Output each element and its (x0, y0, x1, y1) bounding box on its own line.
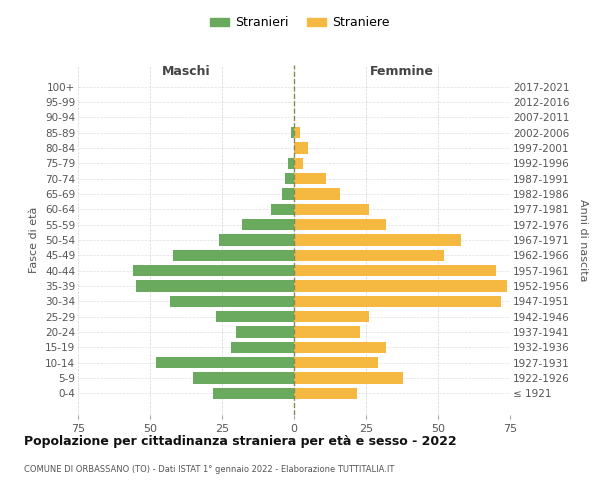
Text: COMUNE DI ORBASSANO (TO) - Dati ISTAT 1° gennaio 2022 - Elaborazione TUTTITALIA.: COMUNE DI ORBASSANO (TO) - Dati ISTAT 1°… (24, 465, 394, 474)
Bar (242, 219, 294, 230)
Bar (294, 280, 507, 292)
Bar (294, 326, 360, 338)
Bar (291, 127, 294, 138)
Bar (294, 388, 358, 399)
Bar (219, 234, 294, 246)
Bar (294, 265, 496, 276)
Bar (294, 127, 300, 138)
Bar (193, 372, 294, 384)
Y-axis label: Anni di nascita: Anni di nascita (578, 198, 588, 281)
Legend: Stranieri, Straniere: Stranieri, Straniere (205, 11, 395, 34)
Bar (294, 142, 308, 154)
Bar (236, 326, 294, 338)
Text: Popolazione per cittadinanza straniera per età e sesso - 2022: Popolazione per cittadinanza straniera p… (24, 435, 457, 448)
Bar (283, 188, 294, 200)
Bar (294, 357, 377, 368)
Bar (286, 173, 294, 184)
Bar (294, 173, 326, 184)
Bar (156, 357, 294, 368)
Bar (294, 158, 302, 169)
Bar (294, 219, 386, 230)
Bar (294, 342, 386, 353)
Bar (294, 234, 461, 246)
Bar (294, 372, 403, 384)
Bar (294, 311, 369, 322)
Bar (136, 280, 294, 292)
Bar (214, 388, 294, 399)
Bar (230, 342, 294, 353)
Bar (170, 296, 294, 307)
Bar (133, 265, 294, 276)
Bar (173, 250, 294, 261)
Bar (216, 311, 294, 322)
Bar (294, 188, 340, 200)
Text: Maschi: Maschi (161, 65, 211, 78)
Y-axis label: Fasce di età: Fasce di età (29, 207, 40, 273)
Bar (294, 250, 444, 261)
Bar (288, 158, 294, 169)
Bar (271, 204, 294, 215)
Text: Femmine: Femmine (370, 65, 434, 78)
Bar (294, 204, 369, 215)
Bar (294, 296, 502, 307)
